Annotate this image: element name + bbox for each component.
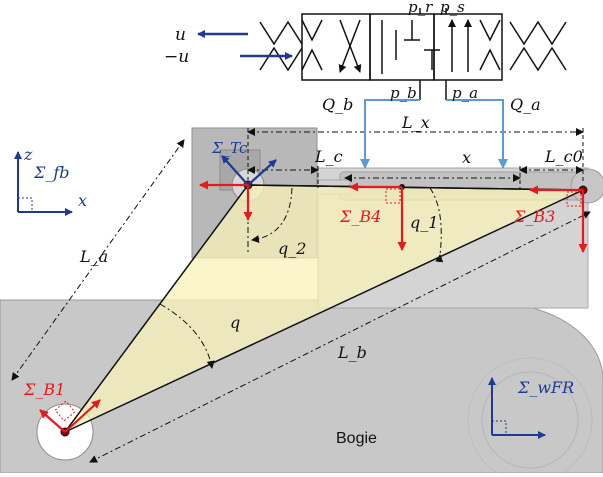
label-lb: L_b bbox=[337, 343, 367, 362]
label-frame-b1: Σ_B1 bbox=[23, 380, 65, 399]
label-q2: q_2 bbox=[278, 239, 306, 258]
label-pr: p_r bbox=[408, 0, 433, 16]
frame-wfr bbox=[488, 377, 546, 439]
frame-b1-red bbox=[39, 399, 101, 433]
label-u: u bbox=[175, 25, 186, 45]
label-ps: p_s bbox=[440, 0, 465, 16]
label-q: q bbox=[230, 313, 240, 332]
label-frame-wfr: Σ_wFR bbox=[517, 378, 574, 397]
label-lx: L_x bbox=[401, 113, 430, 132]
label-frame-fb: Σ_fb bbox=[33, 163, 69, 182]
frame-fb bbox=[14, 151, 73, 216]
label-qb: Q_b bbox=[322, 95, 353, 114]
label-frame-b4: Σ_B4 bbox=[339, 207, 381, 226]
label-lc0: L_c0 bbox=[544, 147, 583, 166]
label-pb: p_b bbox=[390, 84, 417, 102]
frame-b4-red bbox=[349, 182, 407, 251]
frame-tc bbox=[221, 155, 277, 186]
label-qa: Q_a bbox=[510, 95, 541, 114]
label-neg-u: −u bbox=[164, 47, 189, 67]
label-pa: p_a bbox=[452, 84, 478, 102]
label-frame-b3: Σ_B3 bbox=[513, 207, 555, 226]
cylinder-axis bbox=[247, 184, 584, 191]
label-x: x bbox=[462, 148, 471, 167]
dimension-lines bbox=[11, 128, 591, 463]
label-la: L_a bbox=[79, 247, 108, 266]
frame-tc-red bbox=[199, 180, 253, 221]
label-fb-x: x bbox=[78, 191, 87, 210]
frame-b3-red bbox=[529, 185, 588, 253]
label-fb-z: z bbox=[23, 145, 33, 164]
directional-valve bbox=[259, 8, 567, 100]
hydraulic-pipes bbox=[360, 99, 508, 169]
label-bogie: Bogie bbox=[336, 430, 377, 447]
label-q1: q_1 bbox=[410, 213, 438, 232]
label-lc: L_c bbox=[314, 147, 343, 166]
label-frame-tc: Σ_Tc bbox=[211, 139, 248, 157]
bogie-body bbox=[0, 299, 603, 477]
